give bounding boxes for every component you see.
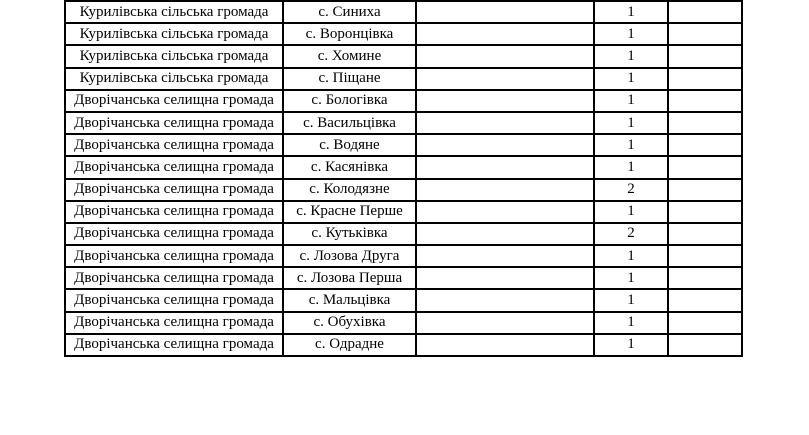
empty-cell <box>667 133 743 158</box>
settlement-cell: с. Водяне <box>282 133 417 158</box>
table-row: Курилівська сільська громада с. Хомине 1 <box>64 44 743 69</box>
empty-cell <box>415 66 595 91</box>
hromada-cell: Курилівська сільська громада <box>64 22 284 47</box>
empty-cell <box>667 155 743 180</box>
settlement-cell: с. Лозова Перша <box>282 266 417 291</box>
table-row: Курилівська сільська громада с. Воронцівк… <box>64 22 743 47</box>
empty-cell <box>415 177 595 202</box>
table-row: Курилівська сільська громада с. Синиха 1 <box>64 0 743 25</box>
empty-cell <box>667 332 743 358</box>
table-row: Курилівська сільська громада с. Піщане 1 <box>64 66 743 91</box>
empty-cell <box>415 310 595 335</box>
settlement-cell: с. Піщане <box>282 66 417 91</box>
empty-cell <box>667 0 743 25</box>
table-row: Дворічанська селищна громада с. Колодязне… <box>64 177 743 202</box>
hromada-cell: Дворічанська селищна громада <box>64 288 284 313</box>
hromada-cell: Дворічанська селищна громада <box>64 266 284 291</box>
settlement-cell: с. Бологівка <box>282 88 417 113</box>
count-cell: 1 <box>593 155 669 180</box>
empty-cell <box>415 332 595 358</box>
count-cell: 1 <box>593 22 669 47</box>
empty-cell <box>667 177 743 202</box>
settlement-cell: с. Кутьківка <box>282 221 417 247</box>
count-cell: 1 <box>593 199 669 224</box>
empty-cell <box>415 221 595 247</box>
table-row: Дворічанська селищна громада с. Красне Пе… <box>64 199 743 224</box>
empty-cell <box>667 244 743 269</box>
empty-cell <box>415 133 595 158</box>
empty-cell <box>415 199 595 224</box>
empty-cell <box>667 44 743 69</box>
settlement-cell: с. Одрадне <box>282 332 417 358</box>
count-cell: 1 <box>593 288 669 313</box>
count-cell: 1 <box>593 332 669 358</box>
empty-cell <box>415 44 595 69</box>
count-cell: 1 <box>593 266 669 291</box>
hromada-cell: Курилівська сільська громада <box>64 44 284 69</box>
table-row: Дворічанська селищна громада с. Лозова Др… <box>64 244 743 269</box>
table-row: Дворічанська селищна громада с. Лозова Пе… <box>64 266 743 291</box>
table-row: Дворічанська селищна громада с. Одрадне 1 <box>64 332 743 358</box>
table-row: Дворічанська селищна громада с. Мальцівка… <box>64 288 743 313</box>
settlement-cell: с. Лозова Друга <box>282 244 417 269</box>
empty-cell <box>415 155 595 180</box>
settlement-cell: с. Воронцівка <box>282 22 417 47</box>
table-row: Дворічанська селищна громада с. Кутьківка… <box>64 221 743 247</box>
hromada-cell: Дворічанська селищна громада <box>64 88 284 113</box>
table-row: Дворічанська селищна громада с. Водяне 1 <box>64 133 743 158</box>
empty-cell <box>415 266 595 291</box>
count-cell: 1 <box>593 310 669 335</box>
settlement-cell: с. Колодязне <box>282 177 417 202</box>
hromada-cell: Дворічанська селищна громада <box>64 332 284 358</box>
count-cell: 1 <box>593 88 669 113</box>
hromada-cell: Дворічанська селищна громада <box>64 133 284 158</box>
hromada-cell: Дворічанська селищна громада <box>64 244 284 269</box>
empty-cell <box>667 22 743 47</box>
hromada-cell: Дворічанська селищна громада <box>64 110 284 136</box>
empty-cell <box>415 288 595 313</box>
table-row: Дворічанська селищна громада с. Бологівка… <box>64 88 743 113</box>
hromada-cell: Курилівська сільська громада <box>64 0 284 25</box>
settlement-cell: с. Васильцівка <box>282 110 417 136</box>
empty-cell <box>667 110 743 136</box>
table-row: Дворічанська селищна громада с. Касянівка… <box>64 155 743 180</box>
empty-cell <box>415 0 595 25</box>
count-cell: 1 <box>593 133 669 158</box>
empty-cell <box>415 110 595 136</box>
settlement-cell: с. Мальцівка <box>282 288 417 313</box>
table-row: Дворічанська селищна громада с. Васильців… <box>64 110 743 136</box>
empty-cell <box>667 288 743 313</box>
settlement-cell: с. Синиха <box>282 0 417 25</box>
empty-cell <box>415 88 595 113</box>
settlements-table-body: Курилівська сільська громада с. Синиха 1 Ку… <box>64 0 743 358</box>
settlement-cell: с. Касянівка <box>282 155 417 180</box>
count-cell: 1 <box>593 110 669 136</box>
table-row: Дворічанська селищна громада с. Обухівка 1 <box>64 310 743 335</box>
count-cell: 1 <box>593 44 669 69</box>
settlements-table: Курилівська сільська громада с. Синиха 1 Ку… <box>64 0 743 358</box>
hromada-cell: Дворічанська селищна громада <box>64 199 284 224</box>
hromada-cell: Дворічанська селищна громада <box>64 155 284 180</box>
empty-cell <box>667 88 743 113</box>
empty-cell <box>415 244 595 269</box>
empty-cell <box>667 221 743 247</box>
empty-cell <box>667 310 743 335</box>
settlement-cell: с. Обухівка <box>282 310 417 335</box>
count-cell: 1 <box>593 0 669 25</box>
settlement-cell: с. Красне Перше <box>282 199 417 224</box>
empty-cell <box>667 199 743 224</box>
hromada-cell: Дворічанська селищна громада <box>64 177 284 202</box>
empty-cell <box>667 66 743 91</box>
count-cell: 2 <box>593 221 669 247</box>
hromada-cell: Дворічанська селищна громада <box>64 221 284 247</box>
hromada-cell: Курилівська сільська громада <box>64 66 284 91</box>
empty-cell <box>667 266 743 291</box>
count-cell: 1 <box>593 66 669 91</box>
hromada-cell: Дворічанська селищна громада <box>64 310 284 335</box>
settlement-cell: с. Хомине <box>282 44 417 69</box>
empty-cell <box>415 22 595 47</box>
count-cell: 1 <box>593 244 669 269</box>
count-cell: 2 <box>593 177 669 202</box>
